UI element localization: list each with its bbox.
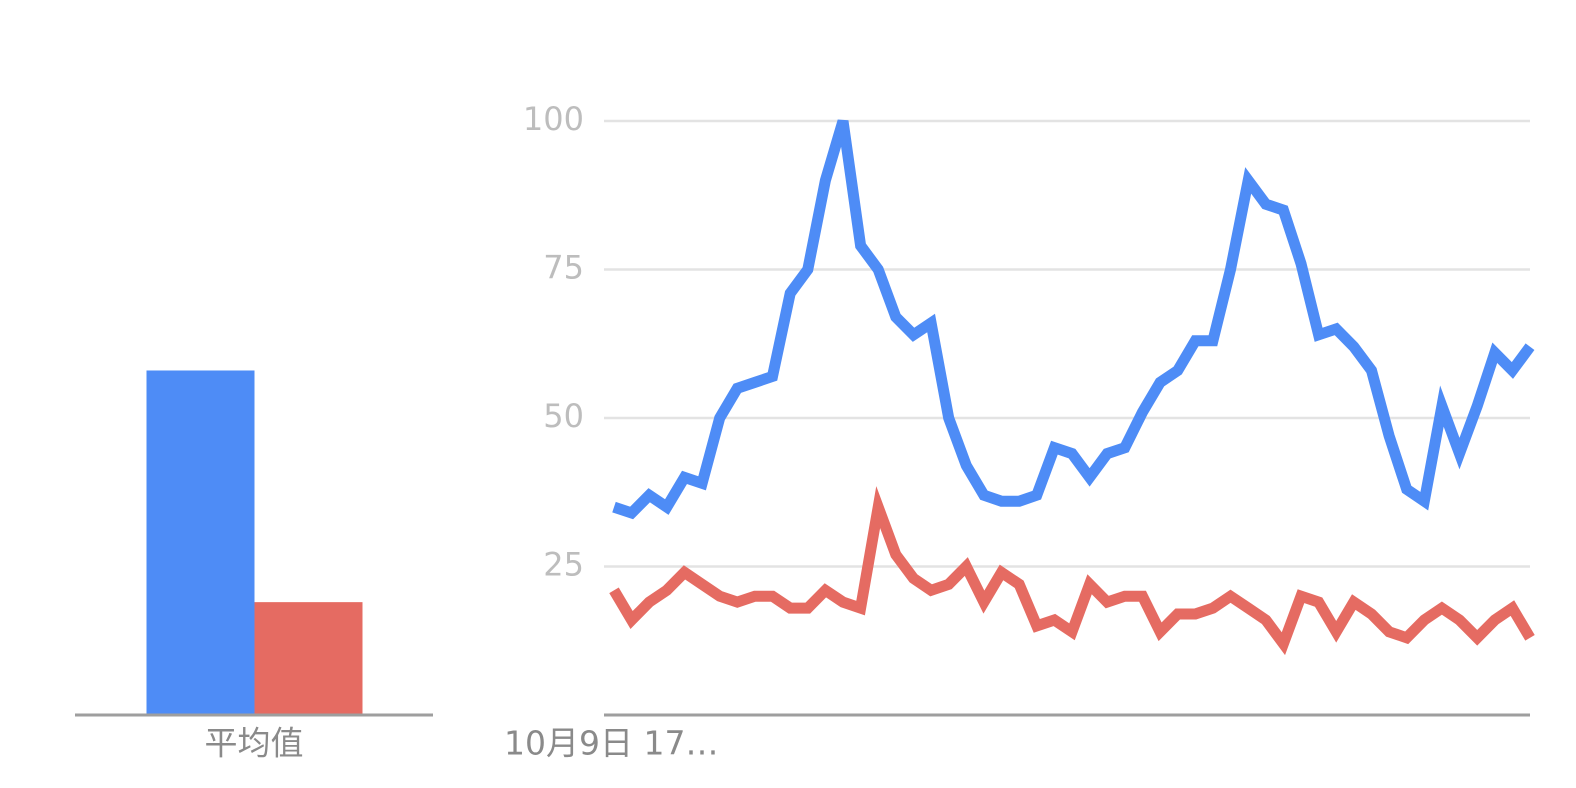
y-tick-label: 100: [523, 100, 584, 138]
bar: [146, 370, 255, 715]
y-tick-label: 50: [543, 397, 584, 435]
line-series: [609, 486, 1535, 656]
y-tick-label: 25: [543, 546, 584, 584]
x-tick-label: 10月9日 17…: [504, 724, 718, 763]
y-tick-label: 75: [543, 249, 584, 287]
x-tick-label: 平均值: [205, 724, 304, 763]
bar: [254, 602, 363, 715]
line-series: [612, 119, 1535, 520]
